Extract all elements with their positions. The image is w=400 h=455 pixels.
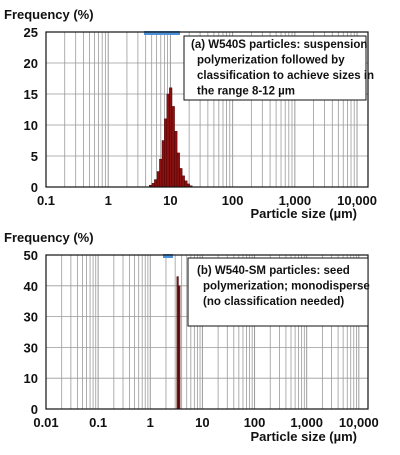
x-tick-label: 10 [195, 415, 209, 430]
y-tick-label: 5 [31, 149, 38, 164]
y-tick-label: 20 [24, 56, 38, 71]
y-tick-label: 10 [24, 371, 38, 386]
annotation-line: (a) W540S particles: suspension [191, 39, 367, 51]
annotation-line: the range 8-12 µm [197, 86, 295, 98]
y-tick-label: 10 [24, 118, 38, 133]
x-tick-label: 100 [244, 415, 266, 430]
x-tick-label: 100 [222, 193, 244, 208]
annotation-line: polymerization followed by [197, 55, 345, 67]
bar [178, 285, 181, 410]
x-axis-title: Particle size (µm) [251, 429, 357, 444]
y-tick-label: 15 [24, 87, 38, 102]
y-tick-label: 25 [24, 25, 38, 40]
x-tick-label: 10 [163, 193, 177, 208]
annotation-line: (no classification needed) [203, 296, 344, 308]
x-tick-label: 1 [147, 415, 154, 430]
annotation-box [187, 257, 369, 327]
bar [174, 130, 178, 188]
bar [176, 276, 179, 410]
y-axis-title: Frequency (%) [4, 230, 94, 245]
annotation-line: (b) W540-SM particles: seed [197, 265, 350, 277]
x-tick-label: 1 [105, 193, 112, 208]
y-tick-label: 0 [31, 402, 38, 417]
plot-frame [45, 31, 369, 188]
x-tick-label: 0.01 [33, 415, 58, 430]
bar [176, 152, 180, 188]
y-tick-label: 40 [24, 279, 38, 294]
y-axis-title: Frequency (%) [4, 7, 94, 22]
x-tick-label: 10,000 [339, 415, 379, 430]
chart-panel-a: 0 5 10 15 20 25 0.1 1 10 100 1,000 10,000 Frequency … [4, 7, 377, 221]
bar [171, 106, 175, 188]
bar [169, 87, 173, 188]
x-tick-label: 0.1 [89, 415, 107, 430]
y-tick-label: 30 [24, 340, 38, 355]
bar [154, 179, 158, 188]
annotation-box [183, 35, 367, 101]
chart-panel-b: 0 10 30 30 40 50 0.01 0.1 1 10 100 1,000 10,000 Frequ… [4, 230, 379, 444]
annotation-line: polymerization; monodisperse [203, 281, 370, 293]
y-tick-label: 50 [24, 248, 38, 263]
y-tick-label: 30 [24, 310, 38, 325]
x-axis-title: Particle size (µm) [251, 206, 357, 221]
x-tick-label: 1,000 [279, 193, 312, 208]
y-tick-label: 0 [31, 180, 38, 195]
bar [181, 175, 185, 188]
plot-frame [45, 254, 369, 410]
bar [184, 180, 188, 188]
bar [159, 158, 163, 188]
x-tick-label: 0.1 [37, 193, 55, 208]
annotation-line: classification to achieve sizes in [197, 70, 374, 82]
x-tick-label: 10,000 [337, 193, 377, 208]
bar [166, 93, 170, 188]
x-tick-label: 1,000 [290, 415, 323, 430]
